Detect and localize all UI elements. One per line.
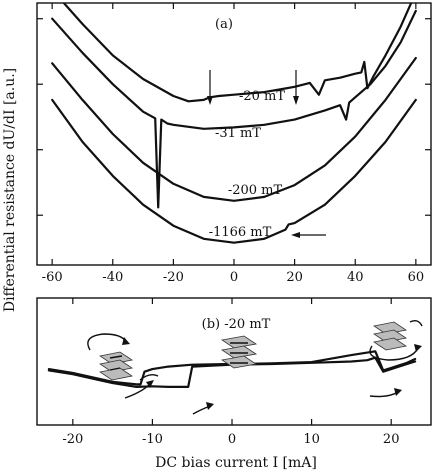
sweep-arrow-left-icon (124, 380, 154, 399)
panel-a-x-tick-label: 20 (286, 270, 303, 285)
panel-a-series-line-1 (51, 9, 417, 209)
panel-a-x-tick-label: -40 (102, 270, 123, 285)
arrow-down-left-icon (207, 70, 213, 105)
panel-a-x-tick-label: -60 (42, 270, 63, 285)
panel-b-x-tick-label: 0 (228, 432, 236, 447)
panel-b-frame (36, 297, 432, 426)
label-minus-31mT: -31 mT (215, 126, 261, 141)
panel-a-x-tick-label: -20 (163, 270, 184, 285)
label-minus-1166mT: -1166 mT (209, 225, 272, 240)
panel-a-y-ticks (37, 18, 431, 216)
panel-b-x-tick-label: -20 (62, 432, 83, 447)
sweep-arrow-center-icon (192, 402, 214, 415)
arrow-left-icon (291, 232, 326, 238)
panel-a-series-line-0 (62, 3, 413, 103)
panel-a-x-tick-label: 60 (408, 270, 425, 285)
arrow-down-right-icon (293, 70, 299, 105)
sweep-arrow-right-icon (369, 388, 402, 398)
panel-a-curves (51, 3, 417, 244)
y-axis-label: Differential resistance dU/dI [a.u.] (2, 68, 18, 312)
panel-b-x-tick-label: -10 (142, 432, 163, 447)
panel-a-series-line-2 (51, 56, 417, 202)
panel-a: -60 -40 -20 0 20 40 60 (a) -20 mT -31 mT -200 … (36, 2, 432, 285)
layer-stack-center-icon (220, 335, 258, 369)
layer-stack-left-icon (87, 333, 159, 381)
panel-a-letter: (a) (215, 17, 233, 32)
panel-b-x-tick-label: 20 (383, 432, 400, 447)
layer-stack-right-icon (369, 319, 423, 361)
panel-a-x-ticks: -60 -40 -20 0 20 40 60 (42, 3, 424, 285)
panel-a-series-line-3 (51, 98, 417, 244)
panel-b-x-ticks: -20 -10 0 10 20 (62, 298, 399, 447)
label-minus-20mT: -20 mT (239, 89, 285, 104)
label-minus-200mT: -200 mT (228, 183, 283, 198)
panel-b-title: (b) -20 mT (202, 317, 271, 332)
panel-b: -20 -10 0 10 20 (b) -20 mT (36, 297, 432, 447)
panel-b-x-tick-label: 10 (303, 432, 320, 447)
panel-a-x-tick-label: 0 (230, 270, 238, 285)
panel-a-x-tick-label: 40 (347, 270, 364, 285)
x-axis-label: DC bias current I [mA] (155, 455, 317, 471)
